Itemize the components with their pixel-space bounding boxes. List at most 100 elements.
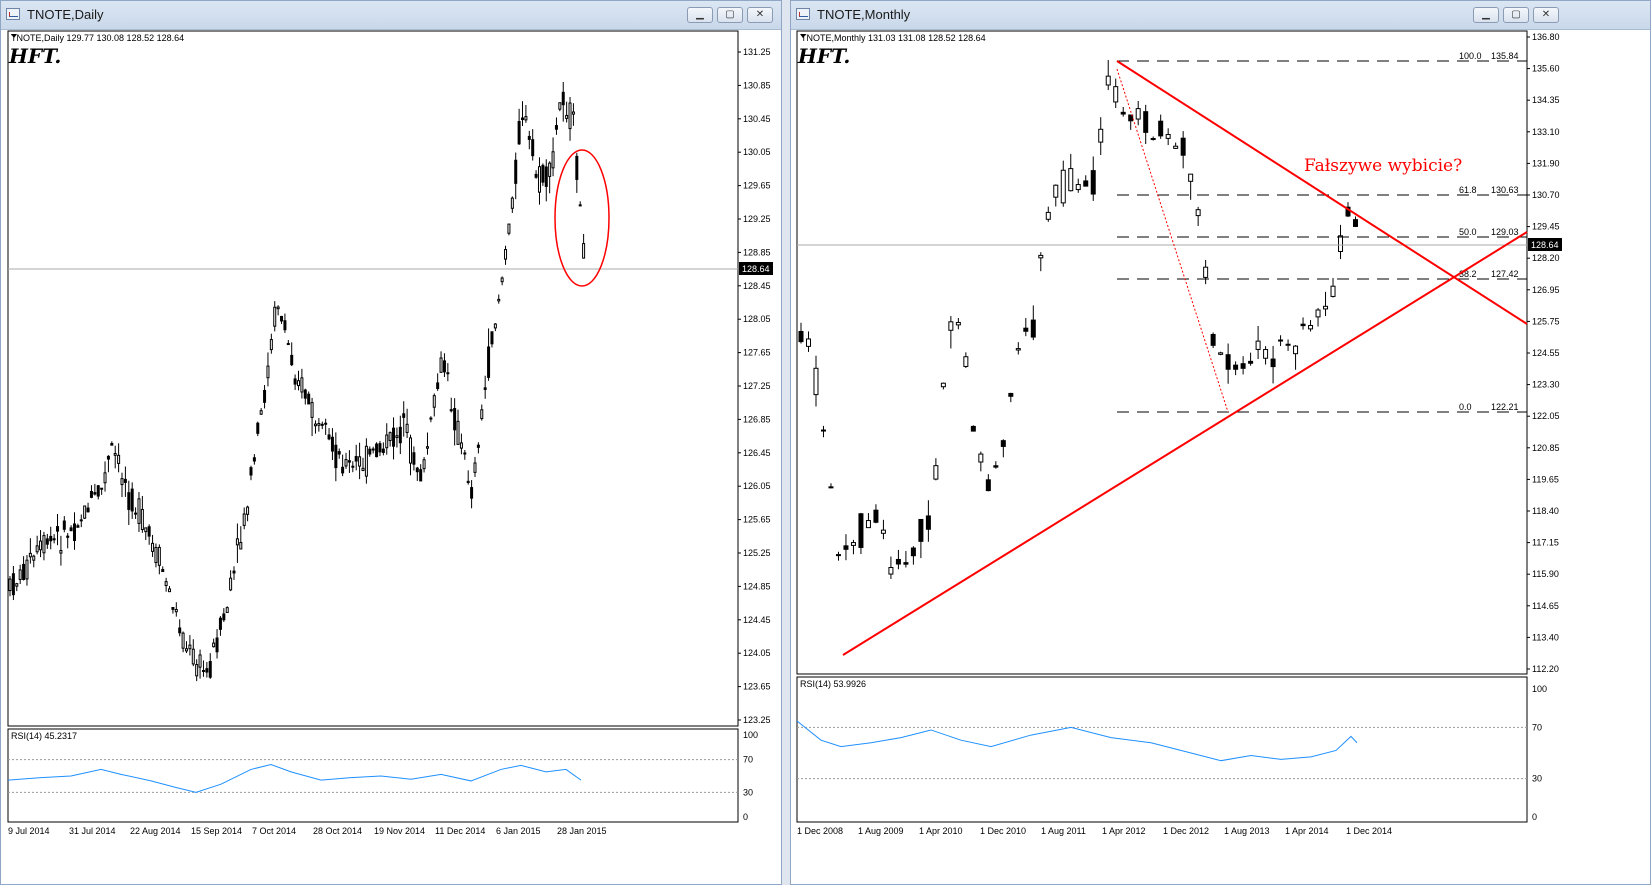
- candle-body: [1270, 358, 1276, 368]
- candle-body: [948, 321, 954, 331]
- candle-body: [1083, 180, 1089, 187]
- candle-body: [978, 453, 984, 463]
- candle-body: [72, 523, 76, 541]
- candle-body: [402, 413, 406, 418]
- fib-level-value: 130.63: [1491, 185, 1519, 195]
- candle-body: [551, 151, 555, 169]
- minimize-button[interactable]: ▁: [1473, 7, 1499, 23]
- candle-body: [439, 357, 443, 373]
- hft-logo: HFT.: [797, 44, 850, 68]
- daily-current-price: 128.64: [742, 264, 770, 274]
- candle-body: [283, 320, 287, 331]
- candle-body: [524, 116, 528, 121]
- maximize-button[interactable]: ▢: [717, 7, 743, 23]
- candle-body: [42, 535, 46, 554]
- daily-date-axis: 9 Jul 2014 31 Jul 2014 22 Aug 2014 15 Sep 2…: [8, 826, 607, 836]
- price-tick-label: 114.65: [1532, 601, 1559, 611]
- candle-body: [178, 627, 182, 634]
- candle-body: [218, 617, 222, 630]
- candle-body: [347, 460, 351, 463]
- price-tick-label: 127.65: [743, 348, 771, 358]
- price-tick-label: 112.20: [1532, 664, 1559, 674]
- candle-body: [35, 545, 39, 553]
- candle-body: [1330, 285, 1336, 297]
- candle-body: [449, 409, 453, 412]
- price-tick-label: 123.25: [743, 715, 771, 725]
- candle-body: [222, 613, 226, 621]
- price-tick-label: 126.85: [743, 414, 771, 424]
- price-tick-label: 126.05: [743, 481, 771, 491]
- candle-body: [49, 535, 53, 542]
- close-button[interactable]: ✕: [747, 7, 773, 23]
- candle-body: [571, 111, 575, 115]
- date-tick-label: 7 Oct 2014: [252, 826, 296, 836]
- candle-body: [113, 453, 117, 456]
- monthly-price-chart[interactable]: 100.0 135.84 61.8 130.63 50.0 129.03 38.2 127.4…: [791, 29, 1650, 884]
- candle-body: [1143, 111, 1149, 133]
- candle-body: [880, 529, 886, 534]
- monthly-chart-frame: [796, 30, 1528, 823]
- close-button[interactable]: ✕: [1533, 7, 1559, 23]
- candle-body: [256, 422, 260, 434]
- candle-body: [354, 456, 358, 462]
- dropdown-triangle-icon[interactable]: [11, 34, 17, 38]
- candle-body: [239, 542, 243, 550]
- candle-body: [324, 422, 328, 425]
- price-tick-label: 123.30: [1532, 380, 1560, 390]
- candle-body: [293, 378, 297, 385]
- candle-body: [419, 469, 423, 482]
- daily-chart-frame: [7, 30, 739, 823]
- candle-body: [188, 644, 192, 650]
- candle-body: [561, 91, 565, 106]
- candle-body: [1210, 333, 1216, 346]
- candle-body: [337, 451, 341, 455]
- rsi-tick-label: 100: [1532, 684, 1547, 694]
- candle-body: [544, 166, 548, 187]
- price-tick-label: 130.05: [743, 147, 771, 157]
- daily-window-titlebar[interactable]: TNOTE,Daily ▁ ▢ ✕: [1, 1, 781, 30]
- price-tick-label: 129.45: [1532, 222, 1560, 232]
- candle-body: [1158, 120, 1164, 137]
- candle-body: [970, 425, 976, 432]
- rsi-line: [796, 720, 1358, 762]
- candle-body: [517, 120, 521, 145]
- candle-body: [1173, 145, 1179, 149]
- daily-price-chart[interactable]: TNOTE,Daily 129.77 130.08 128.52 128.64 …: [1, 29, 781, 884]
- candle-body: [456, 420, 460, 445]
- price-tick-label: 125.75: [1532, 316, 1560, 326]
- candle-body: [246, 506, 250, 515]
- candle-body: [310, 402, 314, 418]
- candle-body: [521, 117, 525, 121]
- price-tick-label: 126.95: [1532, 285, 1560, 295]
- fibonacci-levels: 100.0 135.84 61.8 130.63 50.0 129.03 38.2 127.4…: [1117, 51, 1527, 413]
- daily-chart-window[interactable]: TNOTE,Daily ▁ ▢ ✕ TNOTE,Daily 129.77 130…: [0, 0, 782, 885]
- candle-body: [79, 519, 83, 522]
- dropdown-triangle-icon[interactable]: [800, 34, 806, 38]
- candle-body: [568, 102, 572, 130]
- window-separator: [782, 0, 790, 885]
- candle-body: [388, 432, 392, 442]
- rsi-tick-label: 0: [1532, 812, 1537, 822]
- monthly-window-titlebar[interactable]: TNOTE,Monthly ▁ ▢ ✕: [791, 1, 1650, 30]
- candle-body: [412, 452, 416, 465]
- candle-body: [487, 346, 491, 378]
- daily-window-title: TNOTE,Daily: [27, 7, 104, 22]
- candle-body: [341, 466, 345, 474]
- candle-body: [476, 444, 480, 448]
- candle-body: [422, 459, 426, 470]
- rsi-tick-label: 0: [743, 812, 748, 822]
- candle-body: [1023, 327, 1029, 332]
- monthly-chart-window[interactable]: TNOTE,Monthly ▁ ▢ ✕ 100.0 135.84 61.8 130.6…: [790, 0, 1651, 885]
- candle-body: [514, 159, 518, 184]
- candle-body: [507, 223, 511, 234]
- minimize-button[interactable]: ▁: [687, 7, 713, 23]
- price-tick-label: 130.70: [1532, 190, 1560, 200]
- monthly-date-axis: 1 Dec 2008 1 Aug 2009 1 Apr 2010 1 Dec 2010…: [797, 826, 1392, 836]
- candle-body: [161, 568, 165, 573]
- maximize-button[interactable]: ▢: [1503, 7, 1529, 23]
- candle-body: [436, 382, 440, 390]
- candle-body: [100, 487, 104, 490]
- candle-body: [225, 607, 229, 613]
- candle-body: [1008, 392, 1014, 397]
- candle-body: [835, 554, 841, 557]
